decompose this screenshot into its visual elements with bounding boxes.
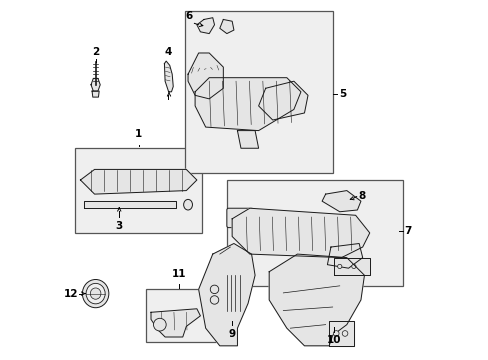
Ellipse shape <box>86 283 105 304</box>
Polygon shape <box>92 91 99 97</box>
Text: 3: 3 <box>115 221 122 231</box>
FancyBboxPatch shape <box>226 208 253 228</box>
Text: 4: 4 <box>164 47 171 57</box>
Text: 2: 2 <box>92 47 99 57</box>
Polygon shape <box>188 53 223 99</box>
Circle shape <box>337 264 341 269</box>
FancyBboxPatch shape <box>226 180 403 286</box>
Circle shape <box>210 285 218 294</box>
Polygon shape <box>81 170 197 194</box>
Text: 6: 6 <box>184 11 192 21</box>
Polygon shape <box>327 243 362 268</box>
Polygon shape <box>164 61 173 92</box>
Text: 7: 7 <box>403 226 410 236</box>
Text: 10: 10 <box>326 334 341 345</box>
Polygon shape <box>91 78 100 91</box>
Circle shape <box>210 296 218 304</box>
FancyBboxPatch shape <box>145 289 216 342</box>
FancyBboxPatch shape <box>184 11 332 173</box>
Ellipse shape <box>82 279 109 308</box>
Text: 8: 8 <box>357 191 365 201</box>
Polygon shape <box>322 190 360 212</box>
Text: 12: 12 <box>63 289 78 298</box>
Polygon shape <box>219 19 233 33</box>
Circle shape <box>351 264 355 269</box>
Text: 11: 11 <box>172 270 186 279</box>
Polygon shape <box>197 18 214 33</box>
Polygon shape <box>195 78 300 131</box>
Polygon shape <box>258 81 307 120</box>
Ellipse shape <box>90 288 101 299</box>
Circle shape <box>333 330 338 336</box>
Text: 9: 9 <box>228 329 235 339</box>
Polygon shape <box>334 258 369 275</box>
Circle shape <box>153 318 166 331</box>
Polygon shape <box>151 309 200 337</box>
Ellipse shape <box>183 199 192 210</box>
Text: 5: 5 <box>338 89 346 99</box>
Polygon shape <box>198 243 255 346</box>
Polygon shape <box>269 254 364 346</box>
Polygon shape <box>232 208 369 258</box>
Polygon shape <box>84 201 175 208</box>
FancyBboxPatch shape <box>75 148 202 233</box>
Circle shape <box>342 330 347 336</box>
Text: 1: 1 <box>135 129 142 139</box>
Polygon shape <box>328 321 353 346</box>
Polygon shape <box>237 131 258 148</box>
